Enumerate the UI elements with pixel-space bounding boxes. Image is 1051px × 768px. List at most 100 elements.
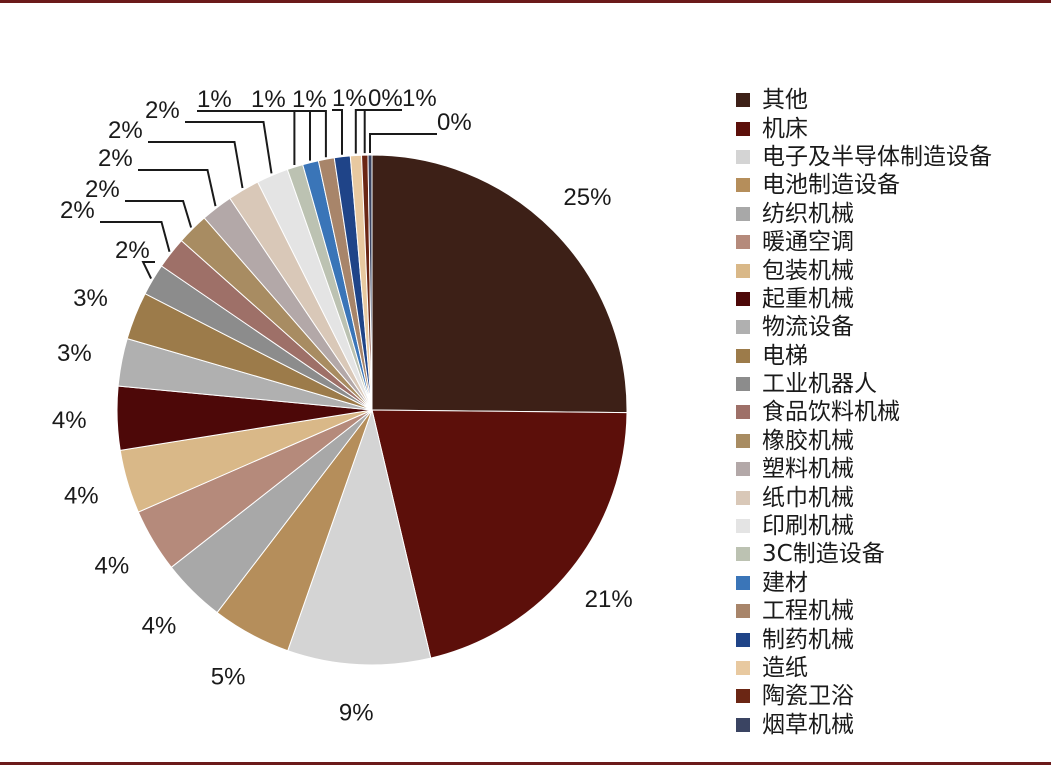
legend-label: 工业机器人 bbox=[762, 371, 877, 398]
legend-label: 食品饮料机械 bbox=[762, 399, 900, 426]
legend-swatch bbox=[736, 263, 750, 278]
pie-slice-label: 5% bbox=[211, 664, 246, 691]
legend-label: 暖通空调 bbox=[762, 229, 854, 256]
legend-swatch bbox=[736, 121, 750, 136]
legend-swatch bbox=[736, 93, 750, 108]
legend-label: 陶瓷卫浴 bbox=[762, 683, 854, 710]
pie-slice-label: 2% bbox=[85, 176, 120, 203]
pie-slice-label: 1% bbox=[197, 86, 232, 113]
leader-line bbox=[148, 141, 244, 189]
legend-swatch bbox=[736, 433, 750, 448]
pie-slice-label: 4% bbox=[52, 407, 87, 434]
legend-item: 物流设备 bbox=[736, 313, 1051, 341]
pie-slice-label: 25% bbox=[563, 184, 611, 211]
legend-label: 电梯 bbox=[762, 342, 808, 369]
pie-slice-label: 4% bbox=[64, 482, 99, 509]
leader-line bbox=[125, 200, 193, 228]
legend-label: 3C制造设备 bbox=[762, 541, 885, 568]
legend-swatch bbox=[736, 604, 750, 619]
legend-item: 电梯 bbox=[736, 342, 1051, 370]
legend-swatch bbox=[736, 490, 750, 505]
legend-item: 造纸 bbox=[736, 654, 1051, 682]
legend-swatch bbox=[736, 547, 750, 562]
leader-line bbox=[251, 110, 311, 161]
pie-slice-label: 21% bbox=[585, 586, 633, 613]
legend-label: 印刷机械 bbox=[762, 513, 854, 540]
legend-item: 起重机械 bbox=[736, 285, 1051, 313]
legend-swatch bbox=[736, 717, 750, 732]
legend-item: 包装机械 bbox=[736, 256, 1051, 284]
pie-slice bbox=[367, 154, 373, 411]
legend-label: 物流设备 bbox=[762, 314, 854, 341]
legend-label: 橡胶机械 bbox=[762, 427, 854, 454]
pie-slice-label: 1% bbox=[402, 85, 437, 112]
legend-label: 造纸 bbox=[762, 655, 808, 681]
pie-slice-label: 1% bbox=[292, 86, 327, 113]
legend-swatch bbox=[736, 348, 750, 363]
legend-item: 纸巾机械 bbox=[736, 483, 1051, 511]
pie-slice bbox=[371, 154, 628, 414]
legend-item: 烟草机械 bbox=[736, 711, 1051, 739]
legend-label: 塑料机械 bbox=[762, 456, 854, 483]
legend-item: 陶瓷卫浴 bbox=[736, 682, 1051, 710]
legend-label: 烟草机械 bbox=[762, 711, 854, 738]
legend-label: 工程机械 bbox=[762, 598, 854, 625]
pie-slice-label: 1% bbox=[332, 85, 367, 112]
legend-swatch bbox=[736, 291, 750, 306]
legend-item: 3C制造设备 bbox=[736, 540, 1051, 568]
legend-item: 暖通空调 bbox=[736, 228, 1051, 256]
pie-slice-label: 2% bbox=[60, 197, 95, 224]
legend-item: 印刷机械 bbox=[736, 512, 1051, 540]
legend-item: 工程机械 bbox=[736, 597, 1051, 625]
pie-slice bbox=[371, 409, 628, 659]
pie-slice-label: 2% bbox=[115, 237, 150, 264]
legend-label: 电子及半导体制造设备 bbox=[762, 143, 992, 170]
leader-line bbox=[354, 109, 368, 154]
pie-slice-label: 9% bbox=[339, 700, 374, 727]
legend-item: 机床 bbox=[736, 114, 1051, 142]
legend-item: 建材 bbox=[736, 569, 1051, 597]
legend-swatch bbox=[736, 377, 750, 392]
legend-swatch bbox=[736, 149, 750, 164]
legend-item: 电池制造设备 bbox=[736, 171, 1051, 199]
legend-item: 食品饮料机械 bbox=[736, 398, 1051, 426]
legend-label: 制药机械 bbox=[762, 626, 854, 653]
pie-slice-label: 3% bbox=[73, 285, 108, 312]
top-rule bbox=[0, 0, 1051, 3]
leader-line bbox=[332, 109, 343, 155]
legend-item: 电子及半导体制造设备 bbox=[736, 143, 1051, 171]
legend-item: 制药机械 bbox=[736, 625, 1051, 653]
legend-swatch bbox=[736, 235, 750, 250]
legend-swatch bbox=[736, 519, 750, 534]
legend-swatch bbox=[736, 405, 750, 420]
legend-label: 建材 bbox=[762, 569, 808, 596]
legend-swatch bbox=[736, 206, 750, 221]
pie-slice bbox=[287, 408, 432, 666]
legend-swatch bbox=[736, 320, 750, 335]
leader-line bbox=[141, 261, 155, 280]
pie-slice-label: 0% bbox=[368, 85, 403, 112]
pie-slice-label: 0% bbox=[437, 109, 472, 136]
pie-slice-label: 1% bbox=[251, 86, 286, 113]
legend-swatch bbox=[736, 462, 750, 477]
legend-item: 其他 bbox=[736, 86, 1051, 114]
pie-slice-label: 3% bbox=[57, 340, 92, 367]
pie-slice-label: 2% bbox=[145, 97, 180, 124]
legend-item: 纺织机械 bbox=[736, 200, 1051, 228]
legend-item: 塑料机械 bbox=[736, 455, 1051, 483]
legend-swatch bbox=[736, 178, 750, 193]
legend-swatch bbox=[736, 661, 750, 675]
pie-slice-label: 2% bbox=[98, 145, 133, 172]
pie-slice-label: 4% bbox=[142, 613, 177, 640]
legend-swatch bbox=[736, 632, 750, 647]
legend: 其他 机床 电子及半导体制造设备 电池制造设备 纺织机械 暖通空调 包装机械 起重机械 物流设备… bbox=[736, 86, 1051, 739]
legend-label: 其他 bbox=[762, 87, 808, 114]
leader-line bbox=[185, 121, 273, 174]
legend-item: 橡胶机械 bbox=[736, 427, 1051, 455]
pie-slice-label: 2% bbox=[108, 117, 143, 144]
bottom-rule bbox=[0, 762, 1051, 765]
legend-label: 纺织机械 bbox=[762, 200, 854, 227]
legend-swatch bbox=[736, 575, 750, 590]
leader-line bbox=[363, 109, 402, 154]
leader-line bbox=[369, 133, 437, 153]
